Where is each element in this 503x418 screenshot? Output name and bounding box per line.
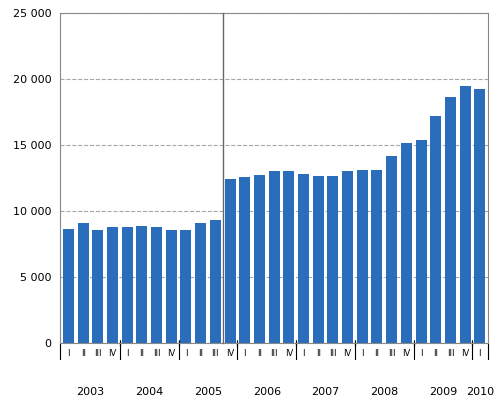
Bar: [386, 156, 397, 343]
Bar: [151, 227, 162, 343]
Text: 2007: 2007: [311, 387, 340, 398]
Bar: [372, 171, 382, 343]
Bar: [63, 229, 74, 343]
Text: 2009: 2009: [429, 387, 457, 398]
Bar: [269, 171, 280, 343]
Bar: [195, 223, 206, 343]
Bar: [122, 227, 133, 343]
Bar: [181, 230, 192, 343]
Text: 2006: 2006: [253, 387, 281, 398]
Bar: [474, 89, 485, 343]
Text: 2008: 2008: [370, 387, 398, 398]
Text: 2005: 2005: [194, 387, 222, 398]
Bar: [401, 143, 412, 343]
Bar: [445, 97, 456, 343]
Bar: [298, 174, 309, 343]
Bar: [430, 115, 441, 343]
Bar: [283, 171, 294, 343]
Bar: [342, 171, 353, 343]
Bar: [239, 177, 250, 343]
Bar: [136, 226, 147, 343]
Text: 2004: 2004: [135, 387, 163, 398]
Bar: [254, 175, 265, 343]
Bar: [93, 230, 103, 343]
Bar: [166, 230, 177, 343]
Bar: [460, 86, 471, 343]
Bar: [327, 176, 339, 343]
Text: 2010: 2010: [466, 387, 494, 398]
Bar: [107, 227, 118, 343]
Text: 2003: 2003: [76, 387, 105, 398]
Bar: [415, 140, 427, 343]
Bar: [313, 176, 324, 343]
Bar: [357, 171, 368, 343]
Bar: [77, 223, 89, 343]
Bar: [210, 220, 221, 343]
Bar: [224, 179, 235, 343]
